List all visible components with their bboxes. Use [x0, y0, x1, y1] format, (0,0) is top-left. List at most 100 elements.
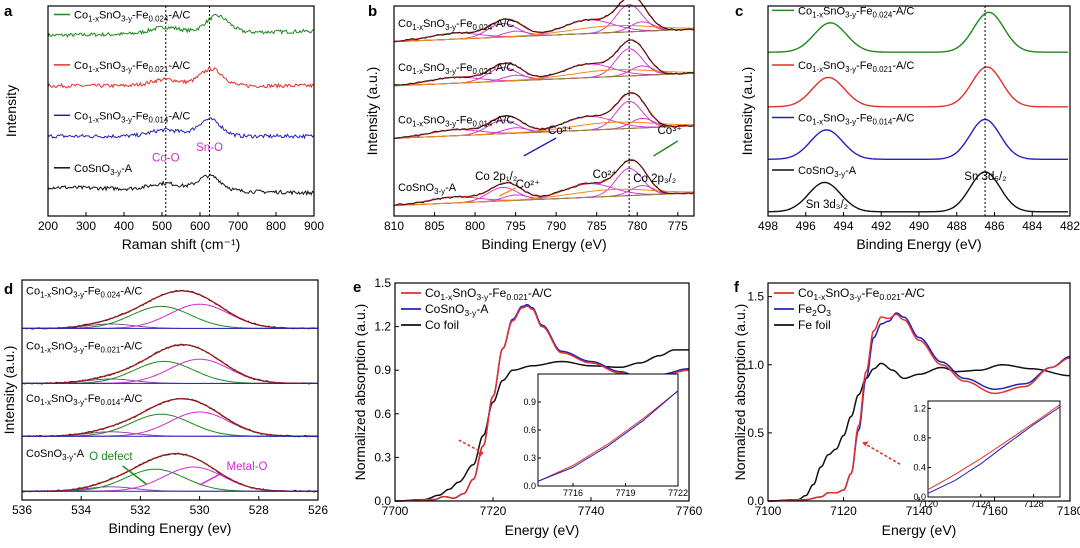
satellite-line — [393, 25, 695, 43]
x-tick-label: 7760 — [676, 504, 703, 518]
y-tick-label: 0.6 — [374, 407, 391, 421]
series-label: Co1-xSnO3-y-Fe0.014-A/C — [398, 115, 514, 129]
annotation: Co-O — [152, 152, 180, 164]
x-tick-label: 700 — [228, 219, 248, 233]
panel-label: c — [735, 3, 743, 20]
plot-frame — [47, 5, 315, 217]
series-label: Co1-xSnO3-y-Fe0.021-A/C — [26, 340, 142, 354]
series-line — [47, 117, 315, 140]
satellite-line — [393, 188, 695, 206]
envelope-line — [22, 344, 318, 385]
series-line — [768, 171, 1069, 213]
inset-x-tick-label: 7716 — [563, 488, 583, 498]
fit-component — [22, 468, 318, 492]
x-tick-label: 600 — [190, 219, 210, 233]
inset-y-tick-label: 1.2 — [913, 403, 926, 413]
y-tick-label: 0.9 — [374, 363, 391, 377]
legend-label: Co1-xSnO3-y-Fe0.024-A/C — [74, 10, 190, 24]
satellite-line — [393, 69, 695, 87]
x-tick-label: 500 — [152, 219, 172, 233]
annotation-arrow — [499, 187, 516, 197]
annotation-arrow — [653, 140, 679, 157]
x-tick-label: 530 — [190, 503, 210, 517]
legend-label: Co1-xSnO3-y-Fe0.024-A/C — [798, 5, 914, 19]
plot-frame — [394, 282, 690, 502]
x-tick-label: 805 — [425, 219, 445, 233]
data-line — [393, 0, 694, 43]
series-label: Co1-xSnO3-y-Fe0.024-A/C — [398, 18, 514, 32]
panel-label: e — [353, 279, 361, 296]
x-tick-label: 800 — [465, 219, 485, 233]
x-tick-label: 484 — [1022, 219, 1042, 233]
legend-label: Co1-xSnO3-y-Fe0.021-A/C — [798, 60, 914, 74]
annotation: O defect — [89, 451, 133, 463]
x-tick-label: 488 — [947, 219, 967, 233]
y-tick-label: 0.0 — [374, 494, 391, 508]
inset-y-tick-label: 0.9 — [523, 397, 536, 407]
x-tick-label: 780 — [627, 219, 647, 233]
y-axis-label: Intensity — [3, 85, 19, 137]
y-tick-label: 1.2 — [374, 320, 391, 334]
inset-x-tick-label: 7120 — [918, 499, 938, 509]
x-tick-label: 7740 — [578, 504, 605, 518]
plot-frame — [767, 5, 1071, 217]
inset-series-line — [537, 390, 679, 482]
x-tick-label: 400 — [114, 219, 134, 233]
x-tick-label: 494 — [833, 219, 853, 233]
x-tick-label: 7160 — [981, 504, 1008, 518]
plot-frame — [393, 5, 695, 217]
y-axis-label: Normalized absorption (a.u.) — [352, 304, 368, 481]
panel-label: b — [368, 3, 377, 20]
inset-y-tick-label: 0.0 — [523, 481, 536, 491]
inset-y-tick-label: 0.0 — [913, 492, 926, 502]
x-tick-label: 526 — [308, 503, 328, 517]
inset-y-tick-label: 0.8 — [913, 433, 926, 443]
annotation: Metal-O — [227, 461, 268, 473]
y-tick-label: 0.5 — [747, 426, 764, 440]
inset-frame — [927, 400, 1061, 498]
plot-frame — [21, 279, 319, 501]
x-tick-label: 534 — [71, 503, 91, 517]
x-axis-label: Energy (eV) — [882, 522, 957, 538]
envelope-line — [22, 453, 318, 492]
y-axis-label: Intensity (a.u.) — [1, 346, 17, 435]
fit-component — [22, 466, 318, 492]
inset-frame — [537, 373, 679, 487]
x-tick-label: 498 — [758, 219, 778, 233]
x-tick-label: 496 — [796, 219, 816, 233]
y-axis-label: Intensity (a.u.) — [364, 67, 380, 156]
annotation: Co²⁺ — [593, 169, 618, 181]
fit-component — [22, 360, 318, 384]
series-line — [47, 173, 314, 197]
series-line — [768, 66, 1069, 108]
x-tick-label: 486 — [984, 219, 1004, 233]
x-tick-label: 810 — [384, 219, 404, 233]
legend-label: Fe2O3 — [798, 302, 831, 318]
y-tick-label: 0.0 — [747, 494, 764, 508]
x-axis-label: Binding Energy (ev) — [109, 520, 232, 536]
series-line — [395, 349, 689, 502]
x-tick-label: 800 — [266, 219, 286, 233]
series-line — [768, 362, 1071, 502]
data-line — [393, 92, 694, 139]
series-line — [47, 13, 314, 38]
inset-series-line — [927, 406, 1061, 494]
annotation: Co 2p₁/₂ — [475, 171, 517, 183]
series-line — [47, 66, 314, 90]
series-label: CoSnO3-y-A — [398, 182, 457, 196]
x-tick-label: 7140 — [906, 504, 933, 518]
annotation-arrow — [199, 473, 221, 486]
annotation: Sn 3d₅/₂ — [964, 171, 1006, 183]
annotation-arrow — [122, 465, 147, 485]
series-label: Co1-xSnO3-y-Fe0.014-A/C — [26, 393, 142, 407]
annotation: Co²⁺ — [516, 179, 541, 191]
annotation: Sn-O — [196, 142, 223, 154]
x-tick-label: 492 — [871, 219, 891, 233]
x-tick-label: 7720 — [480, 504, 507, 518]
y-tick-label: 0.3 — [374, 450, 391, 464]
x-axis-label: Binding Energy (eV) — [481, 236, 606, 252]
envelope-line — [22, 398, 318, 437]
panel-label: f — [734, 279, 740, 296]
